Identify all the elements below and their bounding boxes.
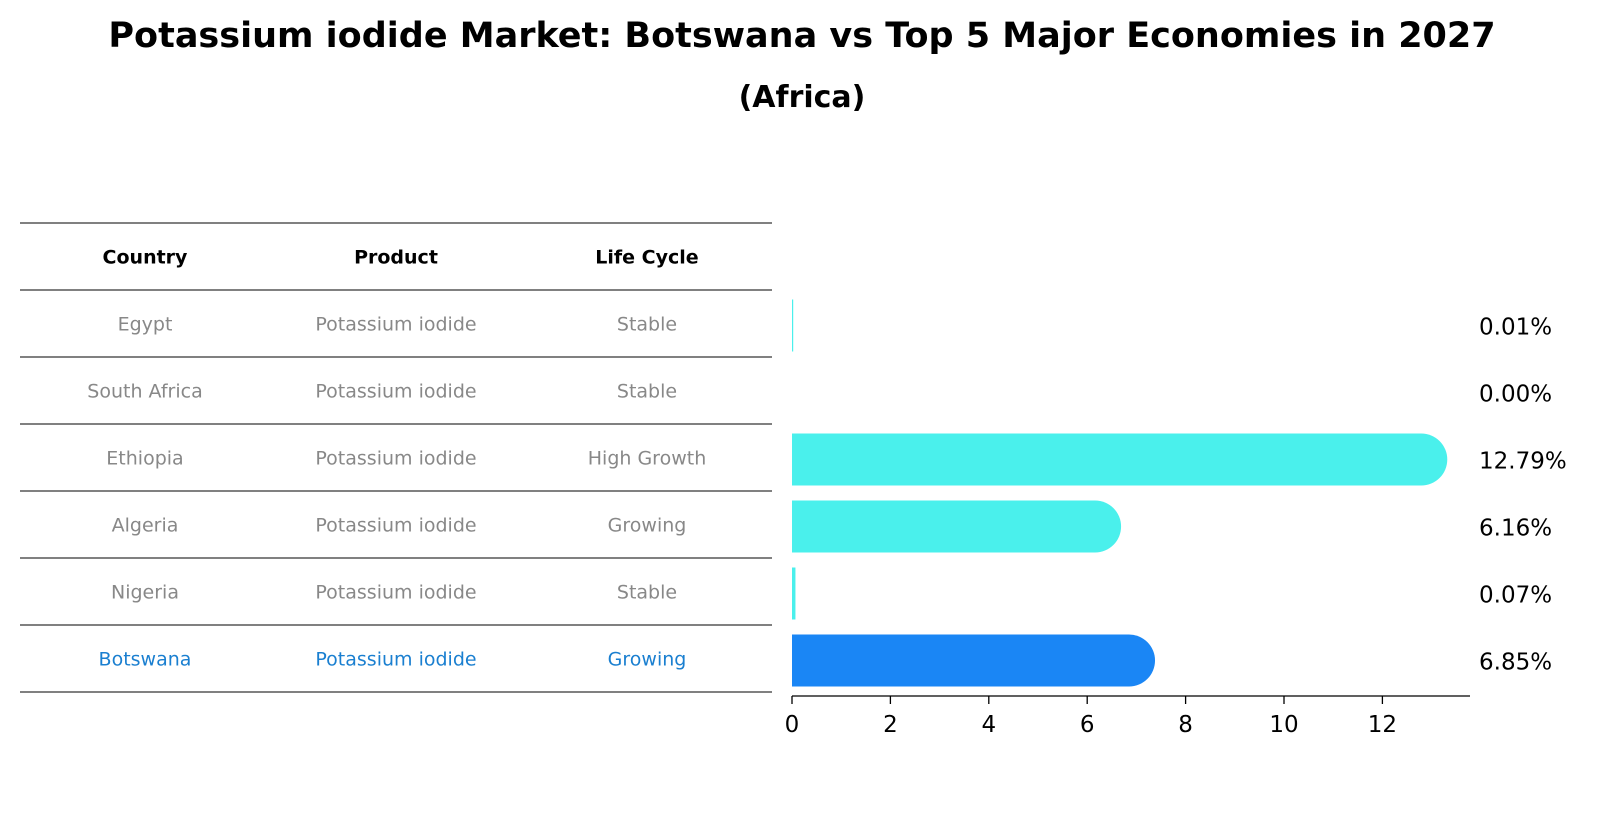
value-label-south-africa: 0.00% (1479, 382, 1552, 408)
table-header-product: Product (354, 247, 438, 269)
table-cell-country: Algeria (112, 515, 179, 537)
table-cell-life-cycle: High Growth (588, 448, 706, 470)
chart-title: Potassium iodide Market: Botswana vs Top… (108, 16, 1496, 56)
table-cell-country: South Africa (87, 381, 202, 403)
table-cell-product: Potassium iodide (315, 515, 476, 537)
value-label-ethiopia: 12.79% (1479, 449, 1567, 475)
bar-nigeria (792, 567, 796, 620)
table-cell-product: Potassium iodide (315, 649, 476, 671)
table-cell-country: Botswana (99, 649, 192, 671)
table-header-life-cycle: Life Cycle (595, 247, 698, 269)
table-header-country: Country (103, 247, 189, 269)
bar-egypt (792, 299, 794, 352)
table-cell-life-cycle: Stable (617, 582, 677, 604)
x-tick-label: 12 (1368, 712, 1397, 738)
table-cell-product: Potassium iodide (315, 582, 476, 604)
table-cell-country: Ethiopia (106, 448, 183, 470)
value-label-egypt: 0.01% (1479, 315, 1552, 341)
x-tick-label: 8 (1178, 712, 1193, 738)
x-tick-label: 4 (981, 712, 996, 738)
x-tick-label: 10 (1269, 712, 1298, 738)
bar-algeria (792, 500, 1122, 553)
value-label-nigeria: 0.07% (1479, 583, 1552, 609)
x-tick-label: 0 (785, 712, 800, 738)
table-cell-product: Potassium iodide (315, 448, 476, 470)
value-label-botswana: 6.85% (1479, 650, 1552, 676)
bar-ethiopia (792, 433, 1448, 486)
table-cell-product: Potassium iodide (315, 314, 476, 336)
table-cell-life-cycle: Growing (608, 515, 687, 537)
table-cell-life-cycle: Stable (617, 314, 677, 336)
table-cell-country: Egypt (118, 314, 173, 336)
table-cell-country: Nigeria (111, 582, 179, 604)
table-cell-life-cycle: Growing (608, 649, 687, 671)
value-label-algeria: 6.16% (1479, 516, 1552, 542)
x-tick-label: 6 (1080, 712, 1095, 738)
table-cell-life-cycle: Stable (617, 381, 677, 403)
table-cell-product: Potassium iodide (315, 381, 476, 403)
x-tick-label: 2 (883, 712, 898, 738)
bar-botswana (792, 634, 1156, 687)
chart-subtitle: (Africa) (738, 80, 866, 115)
